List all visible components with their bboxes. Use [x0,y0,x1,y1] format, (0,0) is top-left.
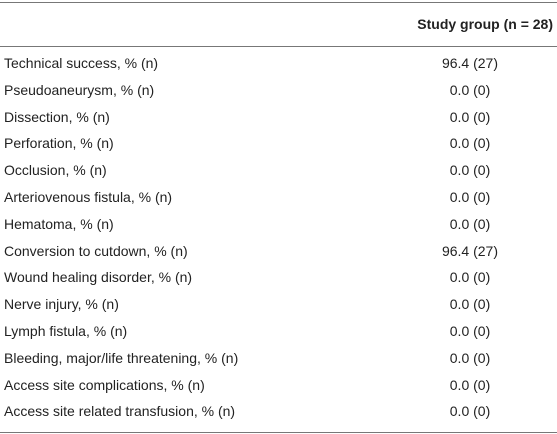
row-label: Conversion to cutdown, % (n) [4,242,188,259]
row-value: 0.0 (0) [449,189,491,205]
top-rule [0,2,557,3]
row-label: Wound healing disorder, % (n) [4,269,193,286]
bottom-rule [0,432,557,433]
row-label: Hematoma, % (n) [4,215,114,232]
row-value: 0.0 (0) [449,81,491,98]
row-value: 0.0 (0) [449,349,491,366]
row-value: 96.4 (27) [441,55,499,71]
column-header: Study group (n = 28) [417,16,553,32]
row-value: 0.0 (0) [449,135,491,152]
row-value: 0.0 (0) [449,108,491,125]
row-label: Technical success, % (n) [4,55,159,71]
row-label: Access site complications, % (n) [4,376,205,393]
row-label: Nerve injury, % (n) [4,296,119,313]
row-label: Perforation, % (n) [4,135,114,152]
row-value: 0.0 (0) [449,403,491,420]
row-label: Access site related transfusion, % (n) [4,403,236,420]
row-label: Lymph fistula, % (n) [4,323,128,339]
row-label: Dissection, % (n) [4,108,110,125]
row-label: Arteriovenous fistula, % (n) [4,189,173,205]
row-value: 0.0 (0) [449,162,491,179]
row-value: 0.0 (0) [449,296,491,313]
row-value: 0.0 (0) [449,323,491,339]
header-rule [0,46,557,47]
row-value: 0.0 (0) [449,215,491,232]
row-label: Pseudoaneurysm, % (n) [4,81,155,98]
row-label: Bleeding, major/life threatening, % (n) [4,349,239,366]
row-value: 0.0 (0) [449,376,491,393]
row-value: 0.0 (0) [449,269,491,286]
row-label: Occlusion, % (n) [4,162,107,179]
row-value: 96.4 (27) [441,242,499,259]
